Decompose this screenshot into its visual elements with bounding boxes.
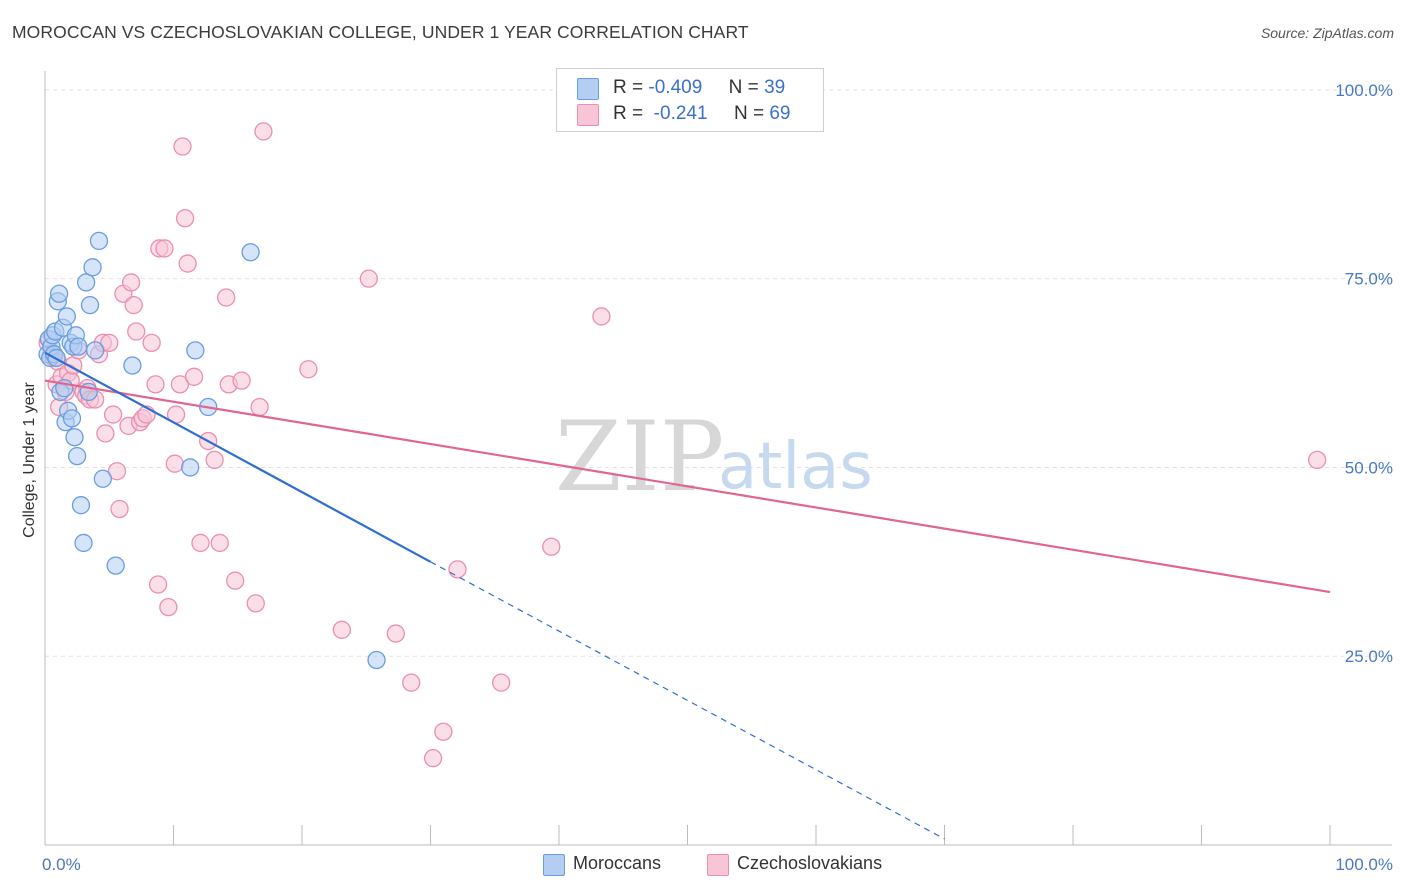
- trend-lines: [44, 351, 1331, 840]
- czechoslovakian-point: [165, 454, 184, 473]
- moroccan-point: [93, 469, 112, 488]
- axes: [44, 71, 1392, 846]
- source-label: Source: ZipAtlas.com: [1260, 25, 1394, 41]
- czechoslovakian-point: [226, 571, 245, 590]
- watermark-atlas: atlas: [718, 430, 873, 504]
- czechoslovakian-point: [250, 397, 269, 417]
- moroccan-point: [106, 556, 125, 575]
- czechoslovakian-point: [124, 295, 143, 315]
- moroccans-points: [38, 231, 386, 670]
- y-tick-label: 100.0%: [1335, 81, 1393, 100]
- czechoslovakian-point: [175, 209, 195, 228]
- gridlines: [45, 89, 1392, 657]
- moroccan-point: [89, 231, 109, 251]
- moroccan-point: [80, 295, 100, 315]
- moroccan-point: [57, 307, 76, 326]
- czechoslovakian-point: [542, 537, 561, 556]
- n-value: 39: [764, 77, 786, 98]
- czechoslovakians-trend-line: [44, 379, 1331, 594]
- czechoslovakian-point: [299, 360, 318, 379]
- czechoslovakian-point: [148, 575, 168, 594]
- moroccan-point: [67, 446, 87, 466]
- y-tick-labels: 25.0% 50.0% 75.0% 100.0%: [1335, 81, 1393, 666]
- czechoslovakian-point: [159, 597, 178, 617]
- r-label: R =: [613, 103, 644, 124]
- czechoslovakian-point: [434, 722, 453, 741]
- stats-legend: R = -0.409 N = 39 R = -0.241 N = 69: [556, 68, 824, 132]
- czechoslovakians-legend-swatch: [707, 854, 729, 876]
- czechoslovakian-point: [178, 254, 197, 273]
- y-axis-label: College, Under 1 year: [21, 382, 38, 538]
- r-value: -0.409: [648, 77, 703, 98]
- czechoslovakian-point: [402, 673, 421, 692]
- moroccan-point: [367, 650, 386, 670]
- n-label: N =: [733, 103, 765, 124]
- czechoslovakian-point: [246, 594, 265, 613]
- moroccans-trend-extension: [430, 561, 945, 840]
- czechoslovakian-point: [103, 405, 123, 424]
- czechoslovakian-point: [146, 375, 165, 394]
- moroccans-legend-label: Moroccans: [573, 853, 662, 873]
- czechoslovakian-point: [142, 333, 161, 352]
- czechoslovakian-point: [170, 375, 190, 394]
- r-value: -0.241: [653, 103, 708, 124]
- czechoslovakian-point: [107, 462, 127, 481]
- r-label: R =: [613, 77, 644, 98]
- czechoslovakian-point: [155, 239, 174, 258]
- moroccan-point: [49, 284, 69, 303]
- y-tick-label: 25.0%: [1345, 647, 1393, 666]
- moroccan-point: [83, 258, 102, 277]
- czechoslovakian-point: [332, 620, 351, 639]
- czechoslovakian-point: [191, 533, 210, 553]
- czechoslovakian-point: [205, 450, 224, 470]
- watermark-zip: ZIP: [555, 401, 724, 513]
- moroccan-point: [69, 337, 88, 356]
- czechoslovakian-point: [359, 269, 378, 288]
- moroccans-legend-swatch: [543, 854, 565, 876]
- czechoslovakian-point: [1308, 450, 1327, 470]
- czechoslovakian-point: [448, 560, 467, 579]
- czechoslovakian-point: [127, 322, 146, 341]
- czechoslovakian-point: [121, 273, 141, 292]
- moroccans-swatch: [577, 78, 599, 100]
- n-value: 69: [769, 103, 791, 124]
- czechoslovakian-point: [232, 371, 251, 390]
- moroccan-point: [76, 273, 96, 292]
- czechoslovakian-point: [254, 122, 273, 141]
- n-label: N =: [728, 77, 759, 98]
- moroccan-point: [62, 409, 82, 428]
- moroccan-point: [71, 496, 91, 515]
- czechoslovakian-point: [110, 499, 129, 519]
- czechoslovakian-point: [100, 333, 119, 352]
- czechoslovakian-point: [386, 624, 405, 643]
- czechoslovakians-swatch: [577, 104, 599, 126]
- watermark: ZIP atlas: [555, 401, 873, 513]
- czechoslovakian-point: [492, 673, 511, 692]
- czechoslovakian-point: [96, 424, 115, 443]
- czechoslovakian-point: [210, 533, 229, 553]
- chart-title: MOROCCAN VS CZECHOSLOVAKIAN COLLEGE, UND…: [12, 22, 749, 42]
- czechoslovakian-point: [173, 137, 192, 156]
- y-tick-label: 50.0%: [1345, 458, 1393, 477]
- x-tick-label-min: 0.0%: [42, 855, 81, 874]
- moroccan-point: [186, 341, 205, 360]
- moroccan-point: [241, 243, 260, 262]
- czechoslovakian-point: [217, 288, 236, 307]
- czechoslovakian-point: [592, 307, 611, 326]
- moroccan-point: [181, 458, 200, 477]
- moroccan-point: [85, 341, 105, 360]
- moroccan-point: [65, 428, 84, 447]
- czechoslovakian-point: [423, 749, 443, 768]
- moroccan-point: [74, 533, 93, 553]
- czechoslovakians-legend-label: Czechoslovakians: [737, 853, 883, 873]
- moroccan-point: [123, 356, 142, 375]
- x-tick-label-max: 100.0%: [1335, 855, 1393, 874]
- y-tick-label: 75.0%: [1345, 270, 1393, 289]
- moroccans-trend-line: [44, 351, 432, 563]
- czechoslovakian-point: [184, 367, 204, 386]
